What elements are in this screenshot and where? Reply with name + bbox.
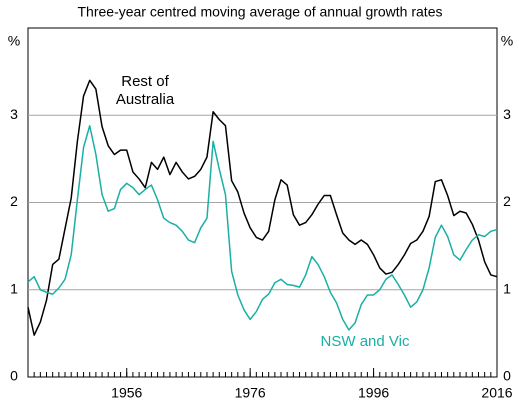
chart-subtitle: Three-year centred moving average of ann…: [78, 4, 443, 20]
series-line: [27, 124, 498, 331]
y-axis-label: %: [8, 33, 20, 49]
series-label: Rest of Australia: [115, 73, 175, 108]
y-tick-label: 2: [10, 193, 18, 209]
y-tick-label: 3: [10, 106, 18, 122]
x-tick-label: 1996: [358, 385, 389, 401]
x-tick-label: 1956: [111, 385, 142, 401]
y2-tick-label: 3: [503, 106, 511, 122]
y2-tick-label: 1: [503, 280, 511, 296]
series-line: [27, 79, 498, 336]
x-tick-label: 1976: [235, 385, 266, 401]
x-tick-label: 2016: [481, 385, 512, 401]
y2-tick-label: 2: [503, 193, 511, 209]
series-label: NSW and Vic: [320, 333, 410, 350]
y-tick-label: 0: [10, 368, 18, 384]
y2-axis-label: %: [501, 33, 513, 49]
y-tick-label: 1: [10, 280, 18, 296]
y2-tick-label: 0: [503, 368, 511, 384]
